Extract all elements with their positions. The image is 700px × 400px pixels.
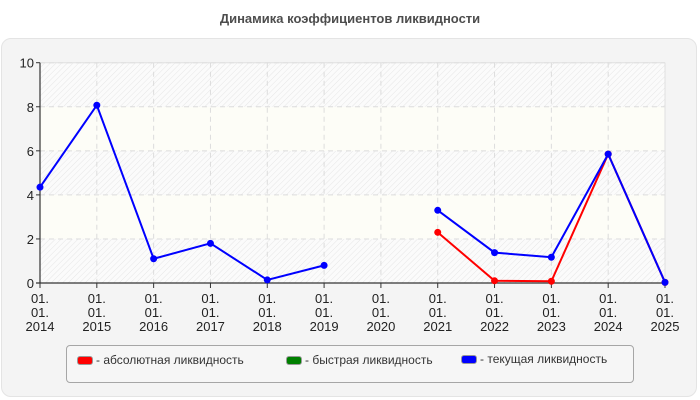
x-tick-label: 2019 (310, 319, 339, 334)
x-tick-label: 01. (258, 305, 276, 320)
x-tick-label: 01. (486, 291, 504, 306)
plot-band (40, 194, 665, 239)
y-tick-label: 8 (27, 100, 34, 115)
x-tick-label: 01. (88, 291, 106, 306)
chart-legend: - абсолютная ликвидность - быстрая ликви… (66, 345, 634, 383)
x-tick-label: 01. (599, 291, 617, 306)
x-tick-label: 01. (599, 305, 617, 320)
x-tick-label: 01. (542, 305, 560, 320)
data-point[interactable] (93, 101, 101, 109)
x-tick-label: 2014 (26, 319, 55, 334)
plot-band (40, 150, 665, 195)
plot-band (40, 238, 665, 283)
legend-item-absolute: - абсолютная ликвидность (77, 353, 244, 367)
x-tick-label: 01. (429, 291, 447, 306)
data-point[interactable] (491, 249, 499, 257)
y-tick-label: 2 (27, 232, 34, 247)
x-tick-label: 2023 (537, 319, 566, 334)
data-point[interactable] (434, 228, 442, 236)
data-point[interactable] (434, 206, 442, 214)
data-point[interactable] (604, 150, 612, 158)
x-tick-label: 01. (31, 291, 49, 306)
x-tick-label: 01. (656, 291, 674, 306)
x-tick-label: 01. (88, 305, 106, 320)
x-tick-label: 2022 (480, 319, 509, 334)
legend-item-quick: - быстрая ликвидность (286, 353, 433, 367)
legend-label: - абсолютная ликвидность (96, 353, 244, 367)
x-tick-label: 2015 (82, 319, 111, 334)
x-tick-label: 01. (656, 305, 674, 320)
series-текущая-ликвидность (36, 101, 669, 286)
data-point[interactable] (36, 183, 44, 191)
data-point[interactable] (150, 255, 158, 263)
x-tick-label: 01. (372, 305, 390, 320)
y-tick-label: 4 (27, 188, 34, 203)
x-tick-label: 01. (486, 305, 504, 320)
data-point[interactable] (206, 239, 214, 247)
data-point[interactable] (263, 276, 271, 284)
legend-swatch-green-icon (286, 355, 302, 365)
y-tick-label: 0 (27, 276, 34, 291)
legend-label: - текущая ликвидность (480, 352, 608, 366)
chart-title: Динамика коэффициентов ликвидности (219, 11, 481, 26)
x-tick-label: 01. (145, 305, 163, 320)
x-tick-label: 01. (372, 291, 390, 306)
x-tick-label: 2021 (423, 319, 452, 334)
x-tick-label: 2017 (196, 319, 225, 334)
legend-swatch-blue-icon (461, 354, 477, 364)
x-tick-label: 01. (201, 291, 219, 306)
x-tick-label: 2016 (139, 319, 168, 334)
series-line (39, 103, 325, 281)
legend-item-current: - текущая ликвидность (461, 352, 607, 366)
data-point[interactable] (547, 253, 555, 261)
x-tick-label: 2025 (651, 319, 680, 334)
x-tick-label: 01. (315, 305, 333, 320)
x-tick-label: 2024 (594, 319, 623, 334)
x-tick-label: 01. (145, 291, 163, 306)
x-tick-label: 01. (201, 305, 219, 320)
x-tick-label: 01. (258, 291, 276, 306)
x-tick-label: 01. (31, 305, 49, 320)
data-point[interactable] (491, 277, 499, 285)
legend-swatch-red-icon (77, 355, 93, 365)
data-point[interactable] (320, 261, 328, 269)
data-point[interactable] (661, 278, 669, 286)
y-tick-label: 10 (20, 56, 34, 71)
x-tick-label: 01. (542, 291, 560, 306)
y-tick-label: 6 (27, 144, 34, 159)
data-point[interactable] (547, 277, 555, 285)
x-tick-label: 2020 (366, 319, 395, 334)
plot-band (40, 62, 665, 107)
x-tick-label: 2018 (253, 319, 282, 334)
plot-band (40, 106, 665, 151)
x-tick-label: 01. (429, 305, 447, 320)
legend-label: - быстрая ликвидность (305, 353, 433, 367)
x-tick-label: 01. (315, 291, 333, 306)
